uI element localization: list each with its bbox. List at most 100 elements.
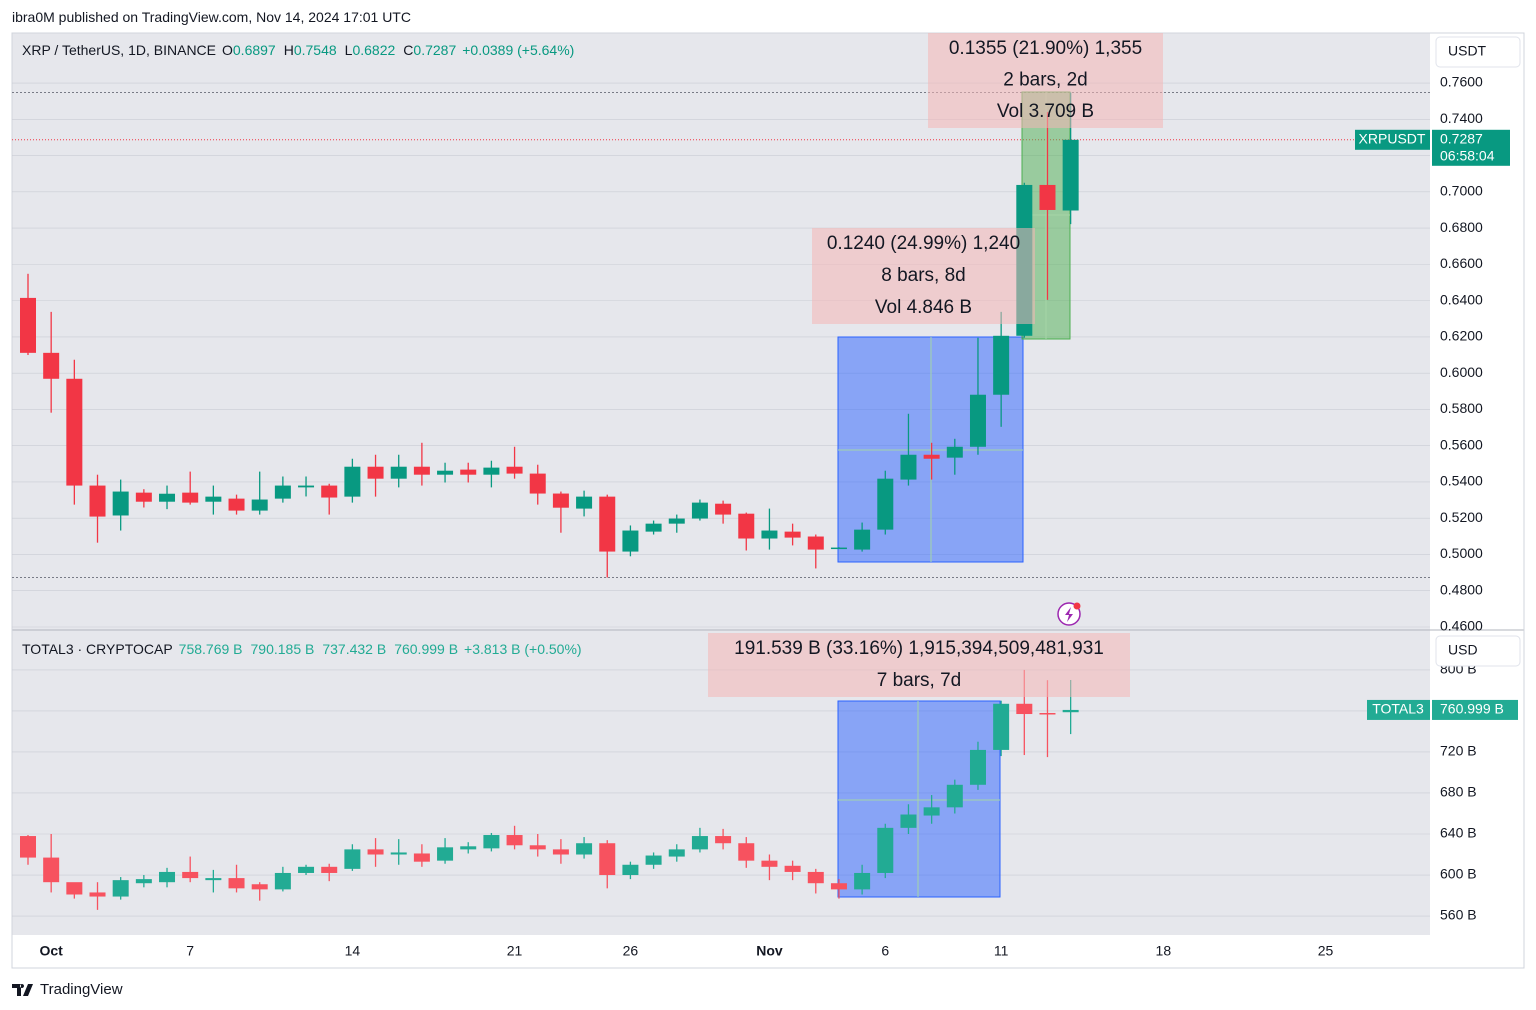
y-tick-label: 600 B — [1440, 866, 1477, 882]
x-tick-label: 7 — [186, 943, 194, 959]
y-tick-label: 0.7000 — [1440, 183, 1483, 199]
legend-item: 760.999 B — [394, 641, 458, 657]
legend-value: 0.6897 — [232, 42, 276, 58]
candle-body — [321, 866, 338, 873]
x-tick-label: 6 — [881, 943, 889, 959]
candle-body — [298, 485, 315, 488]
currency-label[interactable]: USD — [1448, 642, 1478, 658]
y-tick-label: 0.5600 — [1440, 436, 1483, 452]
candle-body — [89, 892, 106, 897]
candle-body — [993, 703, 1010, 750]
y-tick-label: 0.5000 — [1440, 545, 1483, 561]
measure-range — [837, 700, 1001, 898]
measure-label: Vol 4.846 B — [875, 297, 972, 318]
legend-value: 0.6822 — [352, 42, 396, 58]
legend-item: H0.7548 — [284, 42, 337, 58]
candle-body — [506, 466, 523, 474]
y-tick-label: 0.4600 — [1440, 618, 1483, 634]
candle-body — [784, 865, 801, 872]
x-tick-label: Nov — [756, 943, 783, 959]
candle-body — [437, 847, 454, 861]
price-tag-name-bg — [1367, 699, 1430, 720]
candle-body — [969, 394, 986, 447]
y-tick-label: 560 B — [1440, 907, 1477, 923]
candle-body — [645, 855, 662, 865]
candle-body — [483, 835, 500, 849]
currency-label[interactable]: USDT — [1448, 43, 1487, 59]
candle-body — [66, 882, 83, 895]
candle-body — [228, 498, 245, 511]
legend-item: 790.185 B — [251, 641, 315, 657]
legend-row: XRP / TetherUS, 1D, BINANCE O0.6897 H0.75… — [22, 42, 574, 58]
event-icon-dot — [1073, 602, 1081, 610]
candle-body — [946, 446, 963, 458]
y-tick-label: 0.6600 — [1440, 255, 1483, 271]
candle-body — [135, 492, 152, 502]
price-tag-value: 0.7287 — [1440, 130, 1483, 146]
candle-body — [460, 469, 477, 475]
candle-body — [367, 466, 384, 479]
candle-body — [159, 493, 176, 502]
candle-body — [135, 879, 152, 884]
price-tag-bg — [1432, 129, 1510, 166]
candle-body — [877, 478, 894, 530]
candle-body — [854, 872, 871, 890]
x-tick-label: 18 — [1156, 943, 1172, 959]
candle-body — [437, 470, 454, 475]
y-tick-label: 0.5400 — [1440, 473, 1483, 489]
y-tick-label: 0.6000 — [1440, 364, 1483, 380]
legend-item: L0.6822 — [345, 42, 396, 58]
candle-body — [274, 872, 291, 890]
y-tick-label: 0.6200 — [1440, 328, 1483, 344]
y-tick-label: 0.6400 — [1440, 291, 1483, 307]
candle-body — [205, 496, 222, 502]
logo — [12, 984, 33, 996]
candle-body — [1016, 703, 1033, 715]
candle-body — [691, 836, 708, 850]
legend-item: O0.6897 — [222, 42, 276, 58]
measure-label-box — [708, 633, 1130, 697]
candle-body — [274, 485, 291, 499]
candle-body — [599, 496, 616, 552]
candle-body — [599, 843, 616, 876]
candle-body — [413, 466, 430, 475]
x-tick-label: 21 — [507, 943, 523, 959]
candle-body — [529, 845, 546, 850]
candle-body — [159, 871, 176, 883]
candle-body — [321, 485, 338, 498]
measure-label: 8 bars, 8d — [881, 265, 966, 286]
candle-body — [205, 878, 222, 881]
candle-body — [112, 491, 129, 516]
legend-key: L — [344, 42, 353, 58]
measure-label: 191.539 B (33.16%) 1,915,394,509,481,931 — [734, 638, 1104, 659]
legend-value: 0.7548 — [293, 42, 337, 58]
candle-body — [576, 496, 593, 509]
candle-body — [1039, 184, 1056, 210]
candle-body — [761, 530, 778, 539]
candle-body — [784, 531, 801, 538]
measure-label: Vol 3.709 B — [997, 101, 1094, 122]
candle-body — [367, 849, 384, 855]
brand: TradingView — [40, 981, 123, 998]
candle-body — [413, 853, 430, 862]
price-tag-name-bg — [1355, 129, 1430, 150]
candle-body — [738, 843, 755, 861]
y-tick-label: 0.6800 — [1440, 219, 1483, 235]
x-tick-label: 11 — [994, 943, 1009, 959]
candle-body — [900, 814, 917, 828]
currency-button — [1435, 36, 1521, 68]
y-tick-label: 680 B — [1440, 784, 1477, 800]
x-tick-label: Oct — [39, 943, 63, 959]
candle-body — [1039, 713, 1056, 715]
candle-body — [969, 749, 986, 785]
candle-body — [668, 849, 685, 857]
candle-body — [344, 466, 361, 497]
candle-body — [1062, 709, 1079, 713]
candle-body — [43, 352, 60, 379]
candle-body — [182, 492, 199, 503]
x-tick-label: 14 — [345, 943, 361, 959]
legend-value: 737.432 B — [322, 641, 387, 657]
candle-body — [830, 547, 847, 550]
candle-body — [923, 807, 940, 816]
